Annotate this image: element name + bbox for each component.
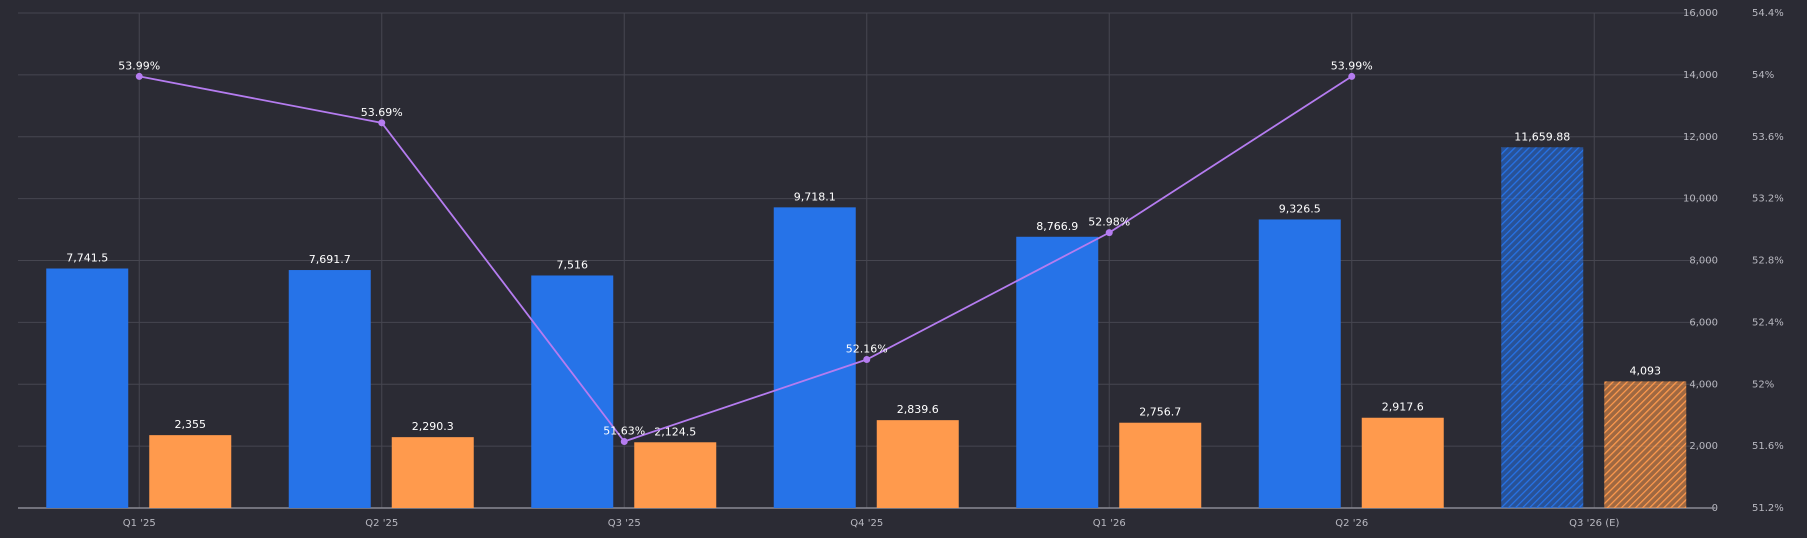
line-point <box>1105 229 1113 237</box>
y-tick-label: 6,000 <box>1689 317 1718 328</box>
x-tick-label: Q2 '26 <box>1335 518 1368 529</box>
y2-tick-label: 51.6% <box>1752 441 1784 452</box>
line-point <box>1348 72 1356 80</box>
y-tick-label: 12,000 <box>1683 132 1718 143</box>
data-label: 9,718.1 <box>794 190 836 203</box>
bar <box>1016 236 1099 508</box>
data-label: 51.63% <box>603 424 645 437</box>
bar <box>1119 422 1202 508</box>
y2-tick-label: 53.2% <box>1752 194 1784 205</box>
x-tick-label: Q1 '26 <box>1093 518 1126 529</box>
bar <box>1501 147 1584 508</box>
data-label: 2,124.5 <box>654 425 696 438</box>
y2-tick-label: 54% <box>1752 70 1774 81</box>
data-label: 52.98% <box>1088 216 1130 229</box>
x-tick-label: Q1 '25 <box>123 518 156 529</box>
line-point <box>135 72 143 80</box>
y-tick-label: 10,000 <box>1683 194 1718 205</box>
data-label: 2,290.3 <box>412 420 454 433</box>
x-tick-label: Q4 '25 <box>850 518 883 529</box>
bar <box>634 442 717 508</box>
x-tick-label: Q2 '25 <box>365 518 398 529</box>
bar <box>288 270 371 508</box>
data-label: 53.99% <box>118 59 160 72</box>
data-label: 7,691.7 <box>309 253 351 266</box>
line <box>139 75 1353 443</box>
line-point <box>620 437 628 445</box>
y-tick-label: 8,000 <box>1689 256 1718 267</box>
x-tick-label: Q3 '26 (E) <box>1569 518 1619 529</box>
bar <box>391 437 474 508</box>
bar <box>773 207 856 508</box>
y2-tick-label: 52.8% <box>1752 256 1784 267</box>
data-label: 7,741.5 <box>66 251 108 264</box>
y2-tick-label: 51.2% <box>1752 503 1784 514</box>
y2-tick-label: 52.4% <box>1752 317 1784 328</box>
y-tick-label: 16,000 <box>1683 8 1718 19</box>
line-point <box>378 119 386 127</box>
line-point <box>863 356 871 363</box>
bar <box>46 268 129 508</box>
y2-tick-label: 53.6% <box>1752 132 1784 143</box>
y-tick-label: 4,000 <box>1689 379 1718 390</box>
data-label: 52.16% <box>846 343 888 356</box>
bar <box>1258 219 1341 508</box>
y2-tick-label: 54.4% <box>1752 8 1784 19</box>
data-label: 2,839.6 <box>897 403 939 416</box>
data-label: 2,756.7 <box>1139 406 1181 419</box>
x-tick-label: Q3 '25 <box>608 518 641 529</box>
y2-tick-label: 52% <box>1752 379 1774 390</box>
data-label: 9,326.5 <box>1279 202 1321 215</box>
data-label: 2,355 <box>175 418 207 431</box>
data-label: 53.69% <box>361 106 403 119</box>
bar <box>1361 417 1444 508</box>
bar <box>149 435 232 508</box>
data-label: 7,516 <box>557 258 589 271</box>
data-label: 53.99% <box>1331 59 1373 72</box>
bar <box>531 275 614 508</box>
data-label: 11,659.88 <box>1514 130 1570 143</box>
y-tick-label: 14,000 <box>1683 70 1718 81</box>
data-label: 4,093 <box>1630 364 1662 377</box>
data-label: 2,917.6 <box>1382 401 1424 414</box>
bar <box>876 420 959 508</box>
bar <box>1604 381 1687 508</box>
data-label: 8,766.9 <box>1036 220 1078 233</box>
y-tick-label: 2,000 <box>1689 441 1718 452</box>
